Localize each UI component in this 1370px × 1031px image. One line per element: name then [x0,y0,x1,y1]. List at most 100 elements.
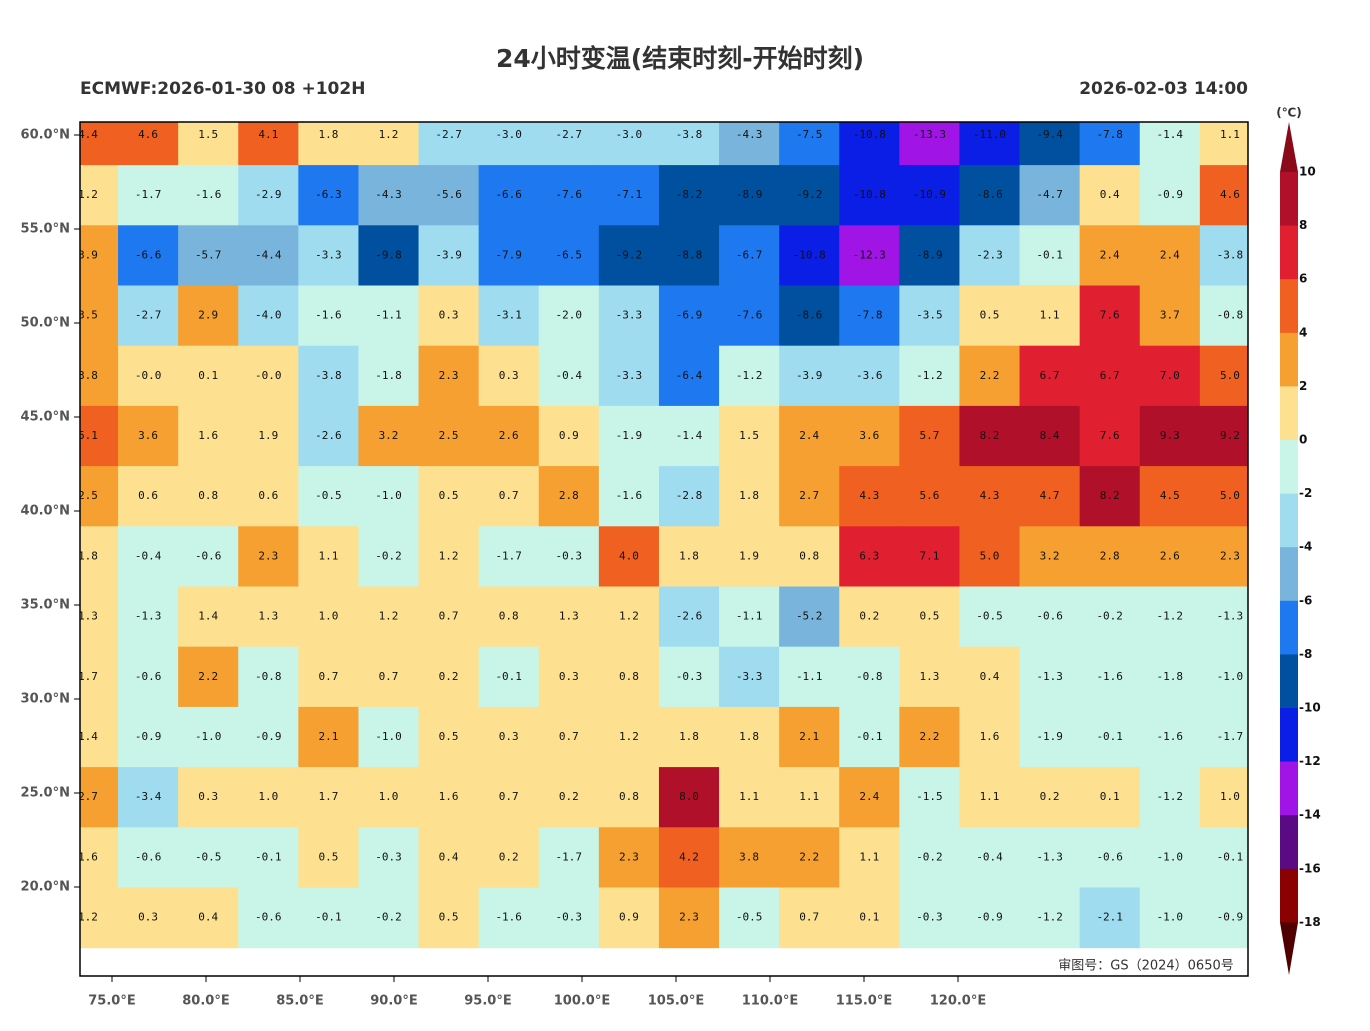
field-cell [298,526,359,587]
field-cell [658,827,720,888]
grid-value: -9.4 [1036,128,1063,141]
field-cell [658,225,720,286]
grid-value: 1.9 [258,429,278,442]
grid-value: -1.6 [616,489,643,502]
grid-value: -3.1 [495,309,522,322]
model-label: ECMWF:2026-01-30 08 +102H [80,79,365,99]
grid-value: 1.0 [1220,790,1240,803]
grid-value: 1.2 [379,610,399,623]
grid-value: 3.5 [78,309,98,322]
field-cell [178,225,239,286]
field-cell [719,405,780,467]
lat-label: 40.0°N [21,504,70,519]
field-cell [1139,887,1201,949]
field-cell [118,122,179,166]
grid-value: 9.3 [1160,429,1180,442]
grid-value: -2.9 [255,188,282,201]
grid-value: -0.3 [556,911,583,924]
field-cell [1079,345,1141,407]
field-cell [899,767,960,828]
field-cell [358,405,420,467]
grid-value: -5.7 [195,248,222,261]
field-cell [839,225,900,286]
grid-value: -2.8 [676,489,703,502]
field-cell [959,122,1021,166]
field-cell [478,165,540,226]
field-cell [538,767,600,828]
field-cell [1079,646,1141,708]
grid-value: -4.4 [255,248,282,261]
field-cell [178,706,239,768]
grid-value: 2.2 [799,850,819,863]
grid-value: 0.6 [138,489,158,502]
field-cell [839,706,900,768]
grid-value: -1.2 [1157,790,1184,803]
grid-value: -6.5 [556,248,583,261]
grid-value: -1.6 [495,911,522,924]
field-cell [779,706,840,768]
grid-value: 0.8 [198,489,218,502]
grid-value: 0.7 [439,610,459,623]
grid-value: 1.1 [859,850,879,863]
field-cell [478,345,540,407]
field-cell [478,646,540,708]
field-cell [959,225,1021,286]
field-cell [418,285,480,347]
grid-value: -6.6 [135,248,162,261]
grid-value: 2.8 [559,489,579,502]
field-cell [1199,887,1248,949]
field-cell [178,827,239,888]
field-cell [80,827,119,888]
grid-value: 6.7 [1100,369,1120,382]
grid-value: 0.1 [198,369,218,382]
field-cell [238,122,299,166]
lon-label: 120.0°E [930,994,987,1009]
field-cell [1079,225,1141,286]
grid-value: -0.8 [856,670,883,683]
grid-value: 4.6 [138,128,158,141]
field-cell [478,122,540,166]
grid-value: -12.3 [853,248,886,261]
grid-value: 0.4 [198,911,218,924]
grid-value: 1.0 [258,790,278,803]
lat-label: 30.0°N [21,692,70,707]
field-cell [899,646,960,708]
grid-value: 2.4 [1160,248,1180,261]
field-cell [358,122,420,166]
field-cell [238,706,299,768]
grid-value: -6.4 [676,369,703,382]
grid-value: -9.2 [616,248,643,261]
grid-value: 1.2 [78,911,98,924]
grid-value: -1.8 [375,369,402,382]
grid-value: 0.2 [859,610,879,623]
field-cell [298,345,359,407]
field-cell [478,887,540,949]
field-cell [899,165,960,226]
grid-value: 4.2 [679,850,699,863]
grid-value: 1.1 [799,790,819,803]
field-cell [298,165,359,226]
grid-value: 5.0 [980,549,1000,562]
grid-value: -7.9 [495,248,522,261]
grid-value: 2.3 [1220,549,1240,562]
field-cell [779,405,840,467]
field-cell [1079,122,1141,166]
grid-value: 1.7 [318,790,338,803]
field-cell [719,122,780,166]
field-cell [1139,165,1201,226]
grid-value: -1.2 [916,369,943,382]
grid-value: -3.9 [435,248,462,261]
grid-value: -6.7 [736,248,763,261]
grid-value: -0.1 [315,911,342,924]
grid-value: 7.6 [1100,429,1120,442]
grid-value: -0.2 [375,549,402,562]
field-cell [959,586,1021,648]
field-cell [418,225,480,286]
grid-value: -4.3 [736,128,763,141]
grid-value: 5.0 [1220,369,1240,382]
grid-value: 6.7 [1040,369,1060,382]
field-cell [238,405,299,467]
field-cell [1139,285,1201,347]
grid-value: 3.8 [78,369,98,382]
field-cell [658,526,720,587]
